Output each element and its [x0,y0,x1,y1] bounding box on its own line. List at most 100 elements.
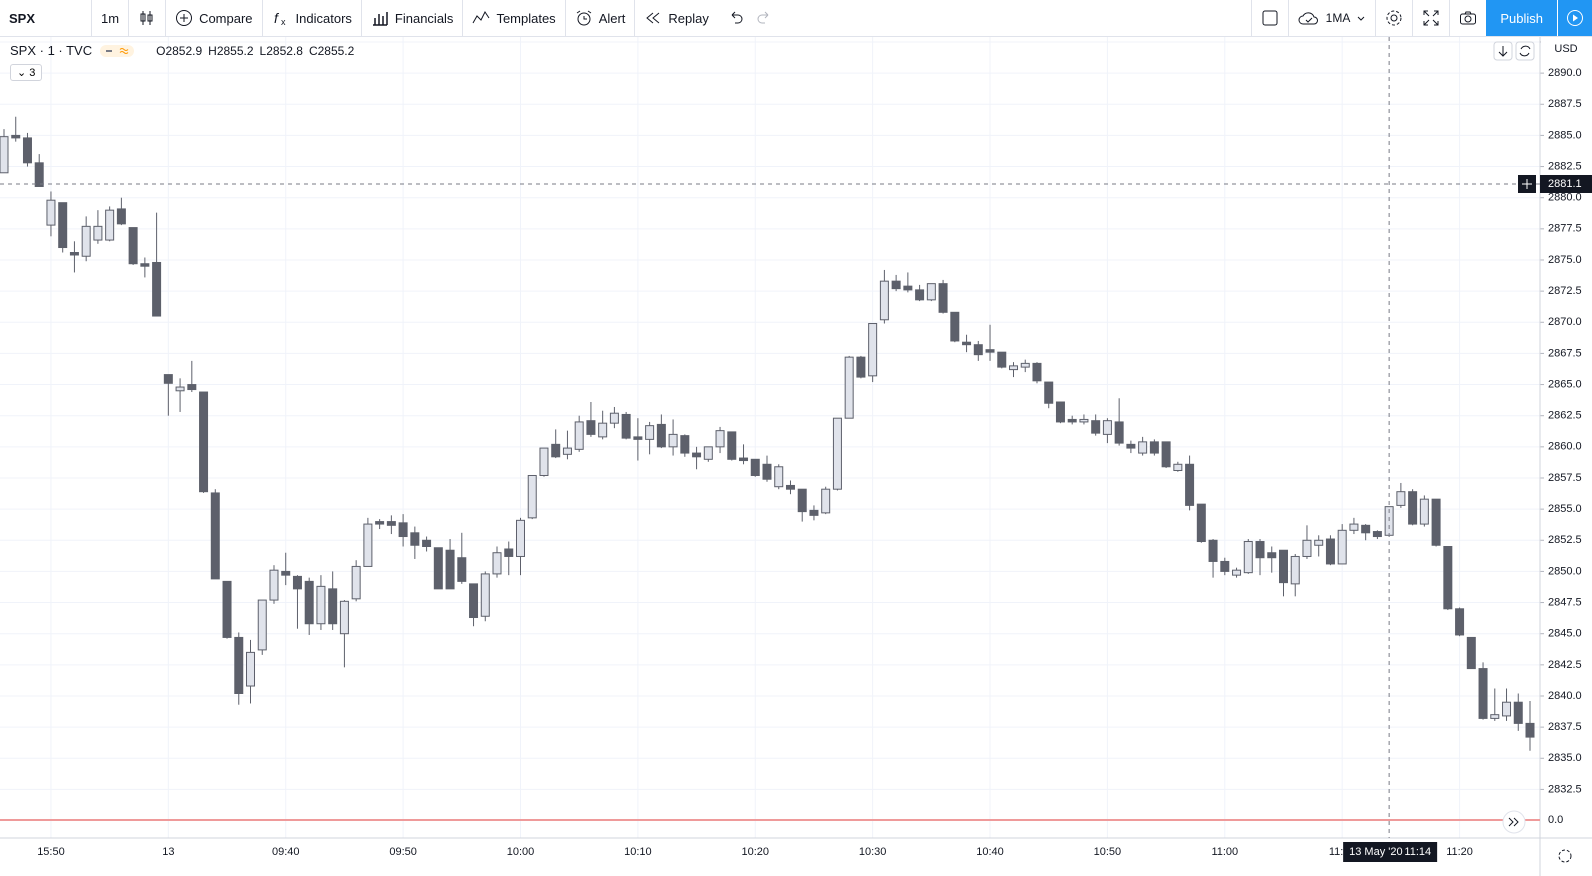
indicator-collapse-button[interactable]: ⌄ 3 [10,64,43,81]
publish-button[interactable]: Publish [1486,0,1557,36]
x-tick-label: 10:20 [741,846,769,858]
candle-body [257,599,267,651]
candle-body [316,585,326,625]
label: Replay [668,10,709,26]
candle-body [1208,539,1218,562]
x-tick-label: 10:50 [1094,846,1122,858]
candle-body [668,433,678,448]
candle-body [457,557,467,582]
play-button[interactable] [1557,0,1592,36]
label: 1MA [1325,11,1351,25]
candle-body [973,344,983,356]
grid [0,37,1540,838]
candle-body [1009,365,1019,371]
candle-body [515,519,525,557]
candle-body [1455,608,1465,636]
candle-body [1443,546,1453,610]
undo-icon[interactable] [727,9,745,27]
y-tick-label: 2847.5 [1548,596,1582,608]
candle-body [938,283,948,313]
replay-button[interactable]: Replay [635,0,717,36]
candle-body [1325,538,1335,565]
indicators-button[interactable]: f x Indicators [263,0,362,36]
y-tick-label: 2842.5 [1548,659,1582,671]
candle-body [1185,463,1195,506]
candle-body [1232,569,1242,576]
candle-body [351,565,361,600]
candle-body [879,280,889,321]
svg-text:x: x [281,17,286,27]
crosshair-price-bg [1540,174,1592,193]
scroll-to-realtime-button[interactable] [1502,810,1526,834]
candle-icon [140,11,153,25]
axis-settings-button[interactable] [1558,849,1572,863]
y-tick-label: 2885.0 [1548,129,1582,141]
candle-body [527,474,537,519]
cloud-layout-button[interactable]: 1MA [1289,0,1377,36]
symbol-search[interactable]: SPX [0,0,92,36]
financials-button[interactable]: Financials [362,0,464,36]
candle-body [1302,539,1312,557]
candle-body [856,356,866,378]
high-value: H2855.2 [208,43,254,58]
reset-button[interactable] [1515,41,1535,61]
candle-body [422,539,432,548]
candle-body [574,421,584,450]
candle-body [433,547,443,590]
candle-body [1255,541,1265,559]
candle-body [1267,552,1277,559]
candle-body [926,283,936,301]
candle-body [1361,524,1371,534]
chart-type-button[interactable] [129,0,167,36]
candle-body [680,435,690,454]
candle-body [703,446,713,460]
cloud-icon [1298,12,1318,25]
y-tick-label: 2875.0 [1548,254,1582,266]
candle-body [1525,722,1535,738]
y-tick-label: 2862.5 [1548,410,1582,422]
candle-body [504,548,514,557]
candle-body [140,263,150,267]
redo-icon[interactable] [755,9,773,27]
layout-button[interactable] [1250,0,1289,36]
snapshot-button[interactable] [1450,0,1486,36]
candle-body [1196,503,1206,543]
interval-button[interactable]: 1m [92,0,130,36]
candle-body [1020,362,1030,368]
candle-body [1337,529,1347,565]
label: Templates [496,10,556,26]
y-tick-label: 2832.5 [1548,783,1582,795]
y-tick-label: 2880.0 [1548,192,1582,204]
candle-body [105,209,115,241]
templates-button[interactable]: Templates [463,0,566,36]
candle-body [950,311,960,342]
candle-body [339,600,349,635]
fullscreen-button[interactable] [1413,0,1451,36]
reset-button-icon [1519,45,1531,57]
candle-body [328,588,338,625]
candle-body [1502,701,1512,717]
candle-body [598,422,608,438]
alert-button[interactable]: Alert [566,0,636,36]
candle-body [1349,523,1359,531]
candle-body [1396,491,1406,506]
candle-body [1161,441,1171,468]
candle-body [962,341,972,346]
candle-body [81,225,91,257]
candle-body [1079,418,1089,423]
y-tick-label: 2845.0 [1548,628,1582,640]
settings-button[interactable] [1376,0,1414,36]
candle-body [656,423,666,448]
candle-body [562,447,572,455]
candle-body [398,522,408,538]
candle-body [46,199,56,226]
rewind-icon [646,12,660,24]
candle-body [1126,443,1136,449]
x-tick-label: 11:20 [1446,846,1473,858]
crosshair-price-label: 2881.1 [1548,178,1582,190]
candle-body [832,417,842,490]
candle-body [785,484,795,490]
candle-body [1149,441,1159,454]
compare-button[interactable]: Compare [166,0,263,36]
scroll-down-button-icon [1498,46,1508,57]
